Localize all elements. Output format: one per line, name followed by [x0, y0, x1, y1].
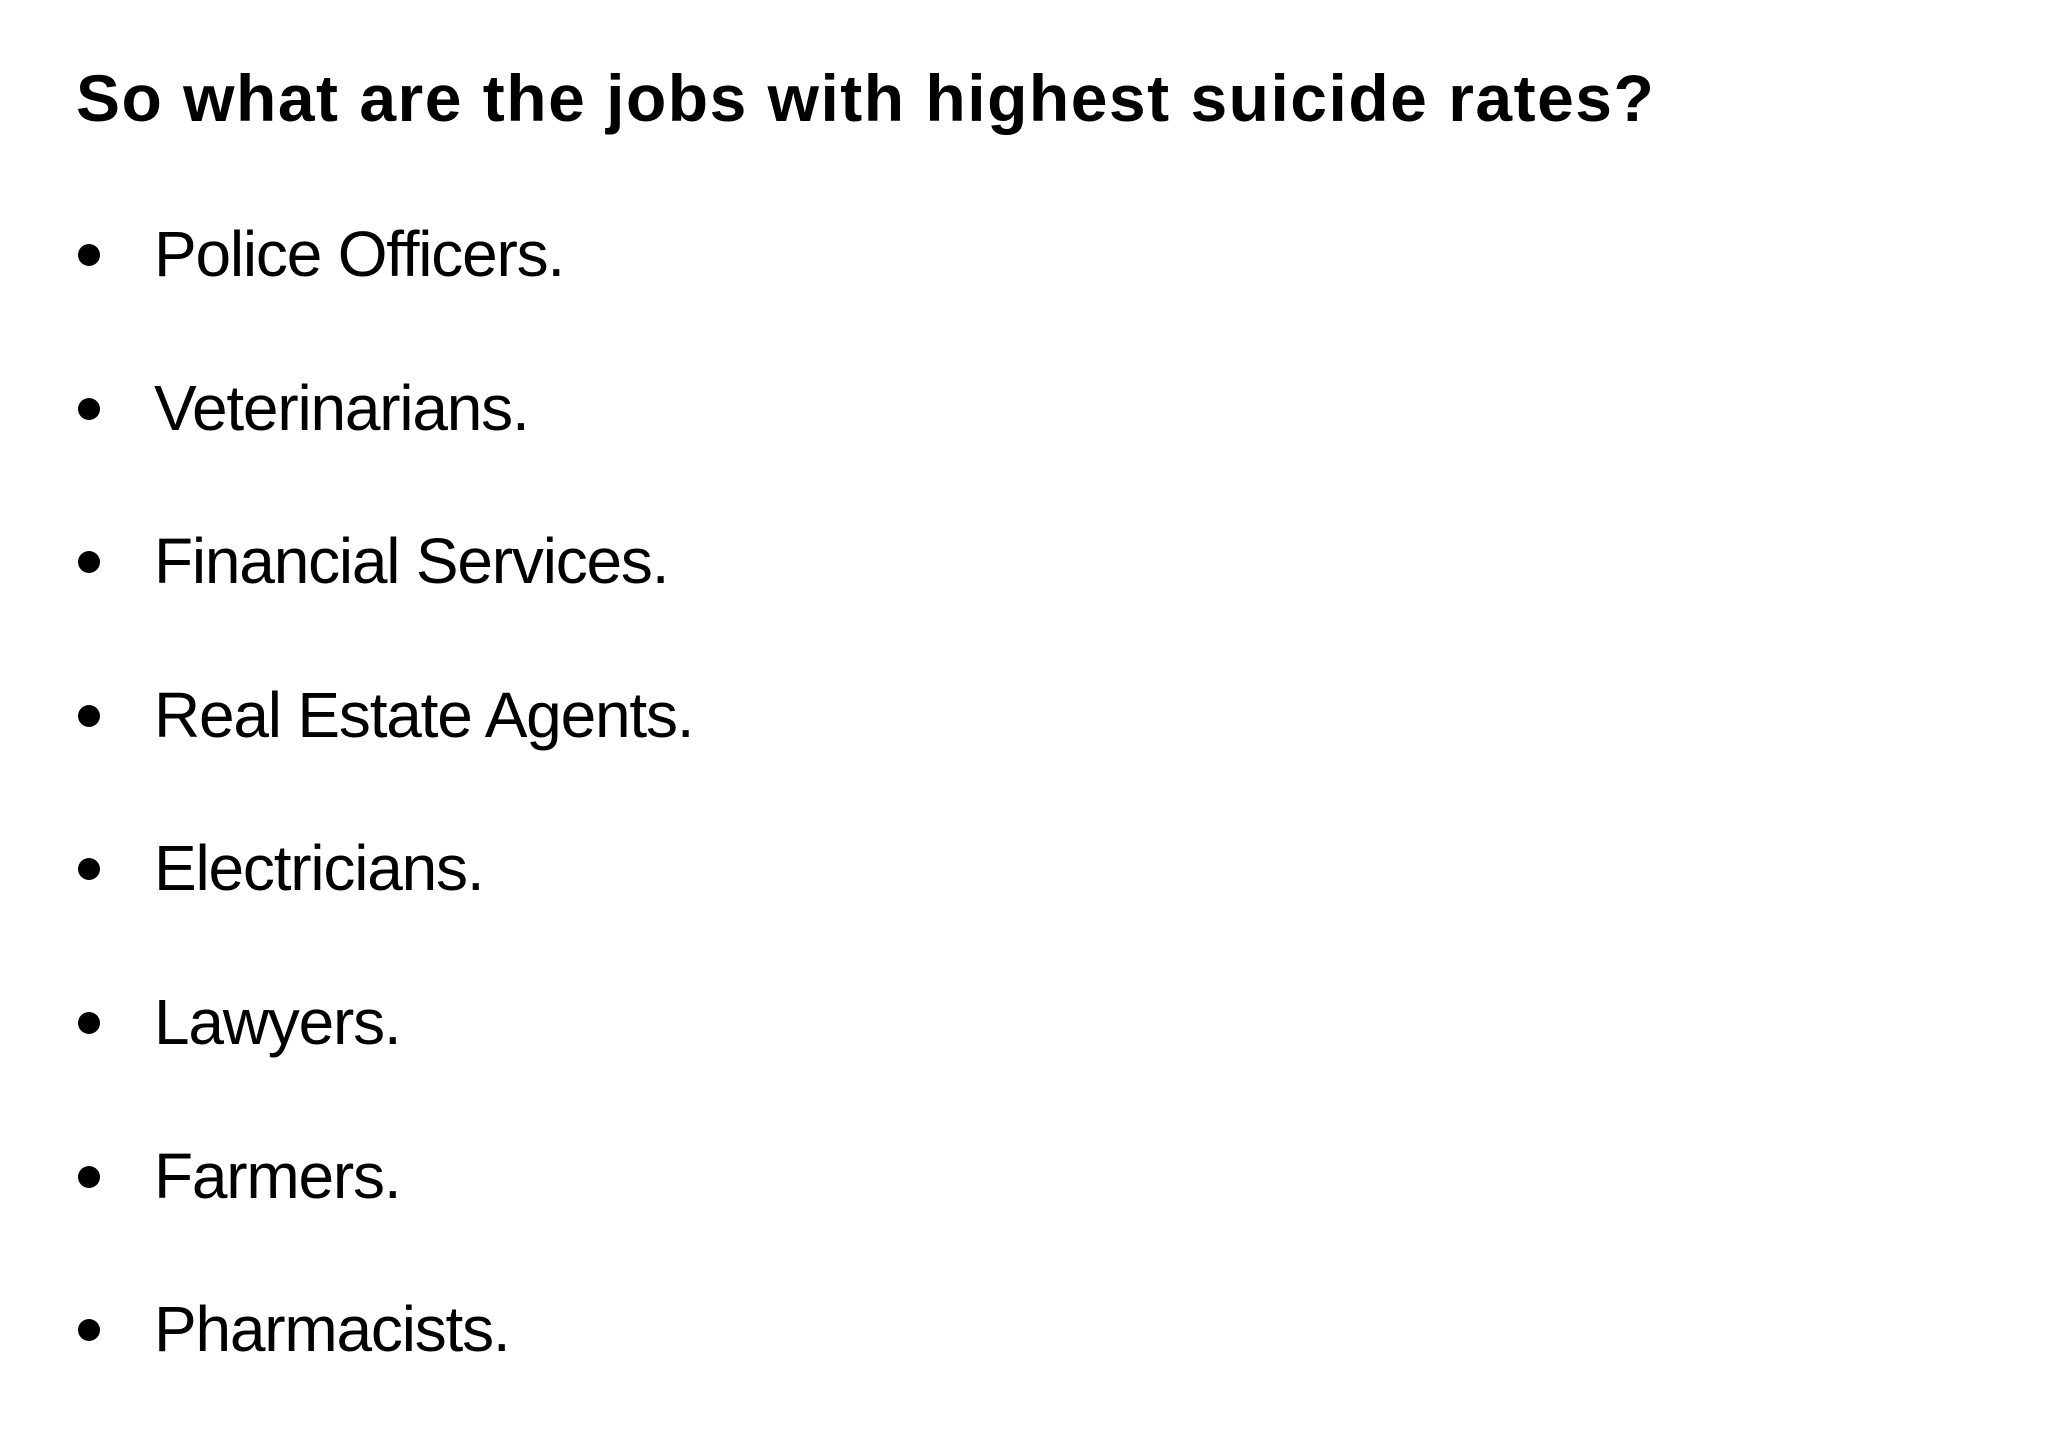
bullet-icon	[78, 704, 100, 727]
list-item-label: Electricians.	[154, 832, 485, 905]
bullet-icon	[78, 244, 100, 266]
bullet-icon	[78, 397, 100, 420]
bullet-icon	[78, 1011, 100, 1034]
list-item-label: Police Officers.	[154, 218, 565, 290]
bullet-icon	[78, 1165, 100, 1188]
list-item-label: Farmers.	[154, 1139, 402, 1212]
bullet-icon	[78, 858, 100, 881]
list-item-label: Pharmacists.	[154, 1293, 511, 1366]
bullet-icon	[78, 1319, 100, 1342]
list-item-label: Real Estate Agents.	[154, 678, 695, 751]
list-item-label: Veterinarians.	[154, 371, 530, 444]
list-item-label: Lawyers.	[154, 985, 402, 1058]
bullet-icon	[78, 551, 100, 574]
list-item-label: Financial Services.	[154, 525, 669, 598]
page-heading: So what are the jobs with highest suicid…	[76, 61, 1656, 135]
